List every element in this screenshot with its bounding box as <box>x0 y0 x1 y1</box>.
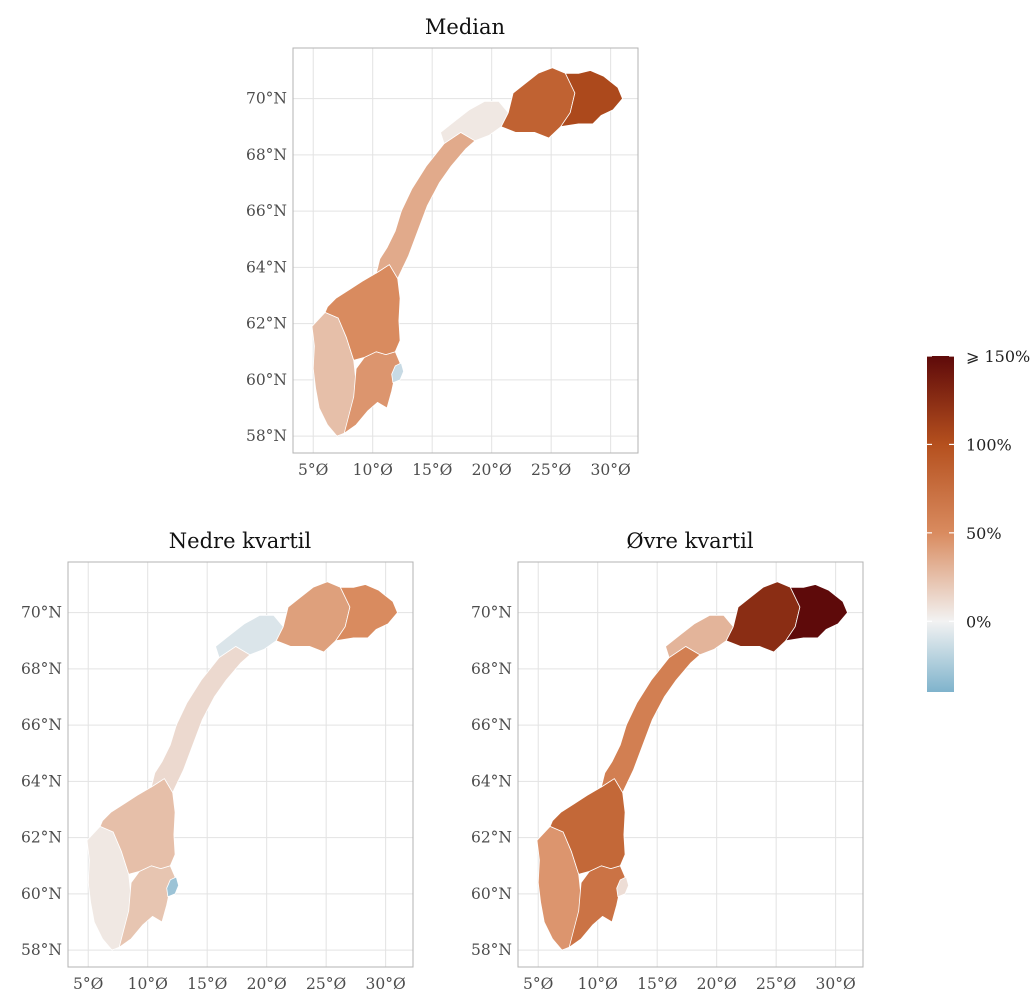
x-tick-label: 20°Ø <box>247 975 287 993</box>
y-tick-label: 60°N <box>246 371 287 389</box>
region-oslo-border <box>391 362 405 384</box>
legend-label-0: 0% <box>966 612 991 631</box>
x-axis-ticks: 5°Ø 10°Ø 15°Ø 20°Ø 25°Ø 30°Ø <box>73 975 406 993</box>
x-tick-label: 5°Ø <box>523 975 553 993</box>
x-tick-label: 30°Ø <box>591 461 631 479</box>
plot-frame <box>517 561 864 968</box>
gridlines <box>68 562 413 967</box>
y-axis-ticks: 58°N 60°N 62°N 64°N 66°N 68°N 70°N <box>246 90 287 446</box>
region-east-finnmark <box>785 584 848 642</box>
x-tick-label: 15°Ø <box>187 975 227 993</box>
x-tick-label: 10°Ø <box>353 461 393 479</box>
x-tick-label: 15°Ø <box>637 975 677 993</box>
region-central <box>99 778 176 875</box>
x-tick-label: 25°Ø <box>306 975 346 993</box>
panel-ovre-kvartil: Øvre kvartil 58°N 60°N 62°N 64°N 66°N 68… <box>471 529 864 993</box>
x-tick-label: 30°Ø <box>366 975 406 993</box>
legend-label-100: 100% <box>966 435 1012 454</box>
region-south-east <box>568 865 626 948</box>
region-north-coast <box>375 131 476 280</box>
x-tick-label: 10°Ø <box>128 975 168 993</box>
plot-frame <box>67 561 414 968</box>
y-tick-label: 70°N <box>471 604 512 622</box>
region-finnmark <box>275 581 351 653</box>
region-north-coast <box>600 646 701 793</box>
region-troms <box>215 615 284 658</box>
y-tick-label: 62°N <box>21 829 62 847</box>
region-south-east <box>343 351 401 434</box>
panel-title-ovre-kvartil: Øvre kvartil <box>626 529 754 553</box>
y-tick-label: 64°N <box>471 772 512 790</box>
norway-map <box>311 67 623 437</box>
y-tick-label: 68°N <box>471 660 512 678</box>
norway-map <box>86 581 398 951</box>
x-axis-ticks: 5°Ø 10°Ø 15°Ø 20°Ø 25°Ø 30°Ø <box>298 461 631 479</box>
region-central <box>324 264 401 361</box>
legend-tick-marks <box>927 355 954 622</box>
legend-label-150: ⩾ 150% <box>966 347 1030 366</box>
color-legend: ⩾ 150% 100% 50% 0% <box>927 347 1030 692</box>
x-tick-label: 20°Ø <box>697 975 737 993</box>
y-axis-ticks: 58°N 60°N 62°N 64°N 66°N 68°N 70°N <box>471 604 512 960</box>
region-finnmark <box>500 67 576 139</box>
x-tick-label: 25°Ø <box>756 975 796 993</box>
region-oslo-border <box>616 876 629 898</box>
x-tick-label: 25°Ø <box>531 461 571 479</box>
x-tick-label: 10°Ø <box>578 975 618 993</box>
region-oslo-border <box>166 876 180 898</box>
y-tick-label: 58°N <box>21 941 62 959</box>
region-east-finnmark <box>560 70 623 128</box>
norway-map <box>536 581 848 951</box>
y-tick-label: 62°N <box>471 829 512 847</box>
y-tick-label: 64°N <box>21 772 62 790</box>
y-tick-label: 66°N <box>471 716 512 734</box>
region-central <box>549 778 626 875</box>
y-tick-label: 66°N <box>246 202 287 220</box>
y-tick-label: 60°N <box>21 885 62 903</box>
panel-title-median: Median <box>425 15 505 39</box>
x-tick-label: 5°Ø <box>73 975 103 993</box>
y-axis-ticks: 58°N 60°N 62°N 64°N 66°N 68°N 70°N <box>21 604 62 960</box>
x-tick-label: 30°Ø <box>816 975 856 993</box>
y-tick-label: 58°N <box>471 941 512 959</box>
y-tick-label: 64°N <box>246 258 287 276</box>
region-troms <box>665 615 734 658</box>
legend-colorbar <box>927 356 954 692</box>
y-tick-label: 62°N <box>246 315 287 333</box>
panel-median: Median 58°N 60°N 62°N 64°N 66°N 68°N 70°… <box>246 15 639 479</box>
region-east-finnmark <box>335 584 398 642</box>
y-tick-label: 68°N <box>21 660 62 678</box>
x-tick-label: 5°Ø <box>298 461 328 479</box>
x-tick-label: 15°Ø <box>412 461 452 479</box>
plot-frame <box>292 47 639 454</box>
y-tick-label: 66°N <box>21 716 62 734</box>
y-tick-label: 70°N <box>246 90 287 108</box>
x-axis-ticks: 5°Ø 10°Ø 15°Ø 20°Ø 25°Ø 30°Ø <box>523 975 856 993</box>
x-tick-label: 20°Ø <box>472 461 512 479</box>
panel-title-nedre-kvartil: Nedre kvartil <box>169 529 312 553</box>
y-tick-label: 70°N <box>21 604 62 622</box>
y-tick-label: 68°N <box>246 146 287 164</box>
region-finnmark <box>725 581 801 653</box>
y-tick-label: 58°N <box>246 427 287 445</box>
panel-nedre-kvartil: Nedre kvartil 58°N 60°N 62°N 64°N 66°N 6… <box>21 529 414 993</box>
region-troms <box>440 101 509 145</box>
y-tick-label: 60°N <box>471 885 512 903</box>
region-north-coast <box>150 646 251 793</box>
region-south-east <box>118 865 176 948</box>
legend-label-50: 50% <box>966 524 1002 543</box>
